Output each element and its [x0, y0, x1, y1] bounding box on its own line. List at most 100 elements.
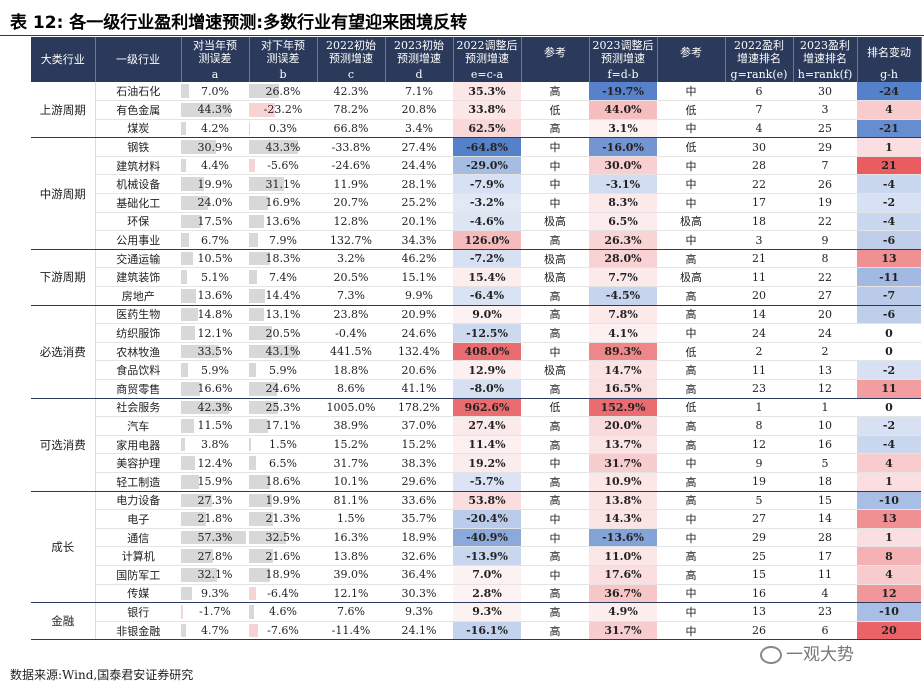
c-init-2022: 13.8% — [317, 546, 385, 566]
rank-change: 13 — [857, 249, 921, 269]
g-rank: 1 — [725, 398, 793, 418]
d-init-2023: 30.3% — [385, 584, 453, 604]
c-init-2022: 1005.0% — [317, 398, 385, 418]
table-row: 非银金融 4.7% -7.6% -11.4% 24.1% -16.1% 高 31.7% 中 26 6… — [31, 621, 921, 641]
a-error: 14.8% — [181, 305, 249, 325]
d-init-2023: 25.2% — [385, 193, 453, 213]
ref-2023: 低 — [657, 137, 725, 157]
error-value: 32.5% — [265, 531, 301, 545]
e-adj-2022: 962.6% — [453, 398, 521, 418]
b-error: 21.6% — [249, 546, 317, 566]
error-value: 27.8% — [197, 549, 233, 563]
error-value: 14.4% — [265, 289, 301, 303]
h-rank: 10 — [793, 416, 857, 436]
error-bar — [181, 177, 204, 192]
g-rank: 11 — [725, 360, 793, 380]
table-row: 公用事业 6.7% 7.9% 132.7% 34.3% 126.0% 高 26.3% 中 3 9 -6 — [31, 230, 921, 250]
f-adj-2023: 8.3% — [589, 193, 657, 213]
table-row: 必选消费 医药生物 14.8% 13.1% 23.8% 20.9% 9.0% 高 7.8% 高 14… — [31, 305, 921, 399]
ref-2023: 低 — [657, 342, 725, 362]
industry-name: 计算机 — [94, 546, 181, 566]
industry-name: 美容护理 — [94, 453, 181, 473]
a-error: 33.5% — [181, 342, 249, 362]
error-bar — [249, 512, 274, 526]
g-rank: 28 — [725, 156, 793, 176]
ref-2023: 中 — [657, 528, 725, 548]
error-value: 32.1% — [197, 568, 233, 582]
industry-name: 电力设备 — [94, 491, 181, 511]
g-rank: 6 — [725, 82, 793, 102]
b-error: 26.8% — [249, 82, 317, 102]
c-init-2022: -24.6% — [317, 156, 385, 176]
sub-ref1 — [521, 67, 590, 82]
error-bar — [181, 233, 189, 247]
g-rank: 3 — [725, 230, 793, 250]
sub-b: b — [249, 67, 318, 82]
error-value: 6.5% — [269, 456, 297, 470]
error-value: 15.9% — [197, 475, 233, 489]
error-bar — [181, 103, 232, 117]
b-error: 18.3% — [249, 249, 317, 269]
wechat-icon — [760, 646, 782, 664]
rank-change: 4 — [857, 453, 921, 473]
error-value: 21.6% — [265, 549, 301, 563]
c-init-2022: 81.1% — [317, 491, 385, 511]
a-error: 17.5% — [181, 212, 249, 232]
h-rank: 2 — [793, 342, 857, 362]
error-value: 16.6% — [197, 382, 233, 396]
error-value: 6.7% — [201, 233, 229, 247]
d-init-2023: 24.6% — [385, 323, 453, 343]
ref-2023: 中 — [657, 621, 725, 641]
b-error: -5.6% — [249, 156, 317, 176]
industry-name: 通信 — [94, 528, 181, 548]
c-init-2022: 12.1% — [317, 584, 385, 604]
e-adj-2022: -40.9% — [453, 528, 521, 548]
ref-2022: 高 — [521, 435, 589, 455]
error-value: 42.3% — [197, 400, 233, 414]
b-error: 5.9% — [249, 360, 317, 380]
rank-change: 1 — [857, 528, 921, 548]
e-adj-2022: 35.3% — [453, 82, 521, 102]
b-error: 32.5% — [249, 528, 317, 548]
forecast-table: 大类行业 一级行业 对当年预 测误差 对下年预 测误差 2022初始 预测增速 202… — [31, 37, 922, 641]
rank-change: 21 — [857, 156, 921, 176]
d-init-2023: 15.1% — [385, 267, 453, 288]
error-bar — [181, 158, 186, 173]
error-value: 18.3% — [265, 252, 301, 266]
b-error: 0.3% — [249, 119, 317, 139]
h-rank: 27 — [793, 286, 857, 306]
f-adj-2023: -16.0% — [589, 137, 657, 157]
g-rank: 9 — [725, 453, 793, 473]
g-rank: 4 — [725, 119, 793, 139]
header-c: 2022初始 预测增速 — [317, 37, 386, 67]
error-bar — [249, 419, 269, 433]
error-value: 26.8% — [265, 84, 301, 98]
error-bar — [181, 307, 198, 322]
f-adj-2023: 30.0% — [589, 156, 657, 176]
industry-name: 非银金融 — [94, 621, 181, 641]
ref-2023: 中 — [657, 174, 725, 195]
error-value: 5.1% — [201, 270, 229, 284]
f-adj-2023: 31.7% — [589, 621, 657, 641]
d-init-2023: 9.3% — [385, 602, 453, 622]
ref-2022: 高 — [521, 286, 589, 306]
h-rank: 14 — [793, 509, 857, 529]
rank-change: -2 — [857, 360, 921, 380]
h-rank: 30 — [793, 82, 857, 102]
g-rank: 20 — [725, 286, 793, 306]
b-error: 43.1% — [249, 342, 317, 362]
e-adj-2022: 126.0% — [453, 230, 521, 250]
industry-name: 农林牧渔 — [94, 342, 181, 362]
f-adj-2023: 14.3% — [589, 509, 657, 529]
g-rank: 18 — [725, 212, 793, 232]
ref-2022: 中 — [521, 528, 589, 548]
a-error: 13.6% — [181, 286, 249, 306]
a-error: 30.9% — [181, 137, 249, 157]
error-value: -5.6% — [267, 159, 299, 173]
h-rank: 26 — [793, 174, 857, 195]
error-bar — [181, 121, 186, 136]
a-error: 5.9% — [181, 360, 249, 380]
d-init-2023: 28.1% — [385, 174, 453, 195]
ref-2022: 高 — [521, 305, 589, 325]
error-value: 17.5% — [197, 214, 233, 228]
